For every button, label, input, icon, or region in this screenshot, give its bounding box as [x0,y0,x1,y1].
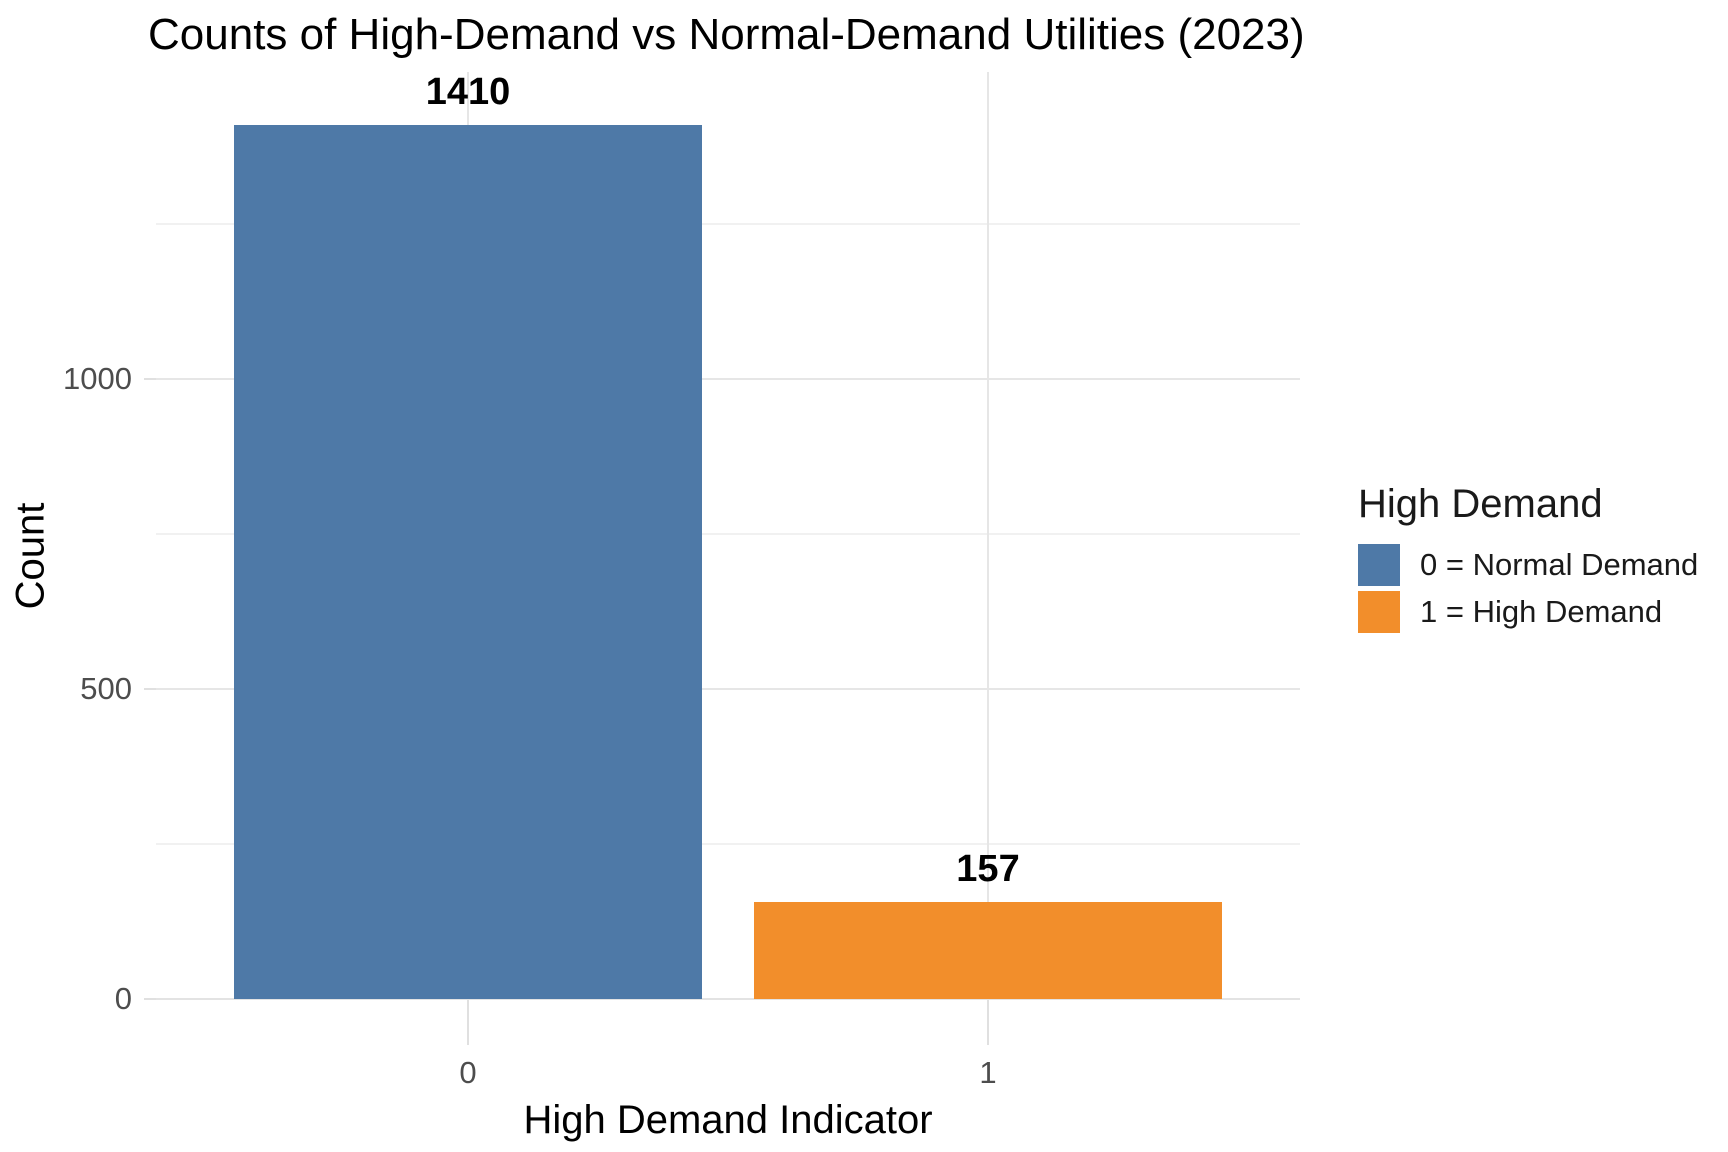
legend-title: High Demand [1358,482,1603,526]
legend-label-normal-demand: 0 = Normal Demand [1420,547,1699,582]
gridline-major-y500 [156,687,1300,690]
y-tick-label-500: 500 [80,670,132,706]
axis-line-x [156,998,1300,1000]
x-tick-label-0: 0 [459,1055,477,1090]
y-axis-title: Count [8,502,53,610]
gridline-major-x1 [987,72,989,999]
y-tick-500 [144,687,156,690]
legend-swatch-normal-demand [1358,544,1400,586]
bar-normal-demand [234,124,702,999]
bar-high-demand [754,901,1222,999]
gridline-minor-y1250 [156,222,1300,225]
bar-value-label-1: 157 [956,847,1020,890]
x-axis-title: High Demand Indicator [523,1098,933,1142]
y-tick-label-1000: 1000 [63,360,132,396]
x-tick-0 [467,1000,469,1045]
legend-swatch-high-demand [1358,591,1400,633]
legend-label-high-demand: 1 = High Demand [1420,594,1663,629]
legend-item-normal-demand: 0 = Normal Demand [1358,544,1714,586]
x-tick-1 [987,1000,989,1045]
y-tick-1000 [144,377,156,380]
legend: High Demand 0 = Normal Demand 1 = High D… [1358,482,1714,638]
x-tick-label-1: 1 [979,1055,997,1090]
legend-item-high-demand: 1 = High Demand [1358,591,1714,633]
chart-title: Counts of High-Demand vs Normal-Demand U… [148,10,1305,59]
gridline-minor-y750 [156,532,1300,535]
gridline-minor-y250 [156,842,1300,845]
bar-value-label-0: 1410 [425,70,511,113]
y-tick-0 [144,998,156,1000]
y-tick-label-0: 0 [114,981,132,1016]
gridline-major-y1000 [156,377,1300,380]
